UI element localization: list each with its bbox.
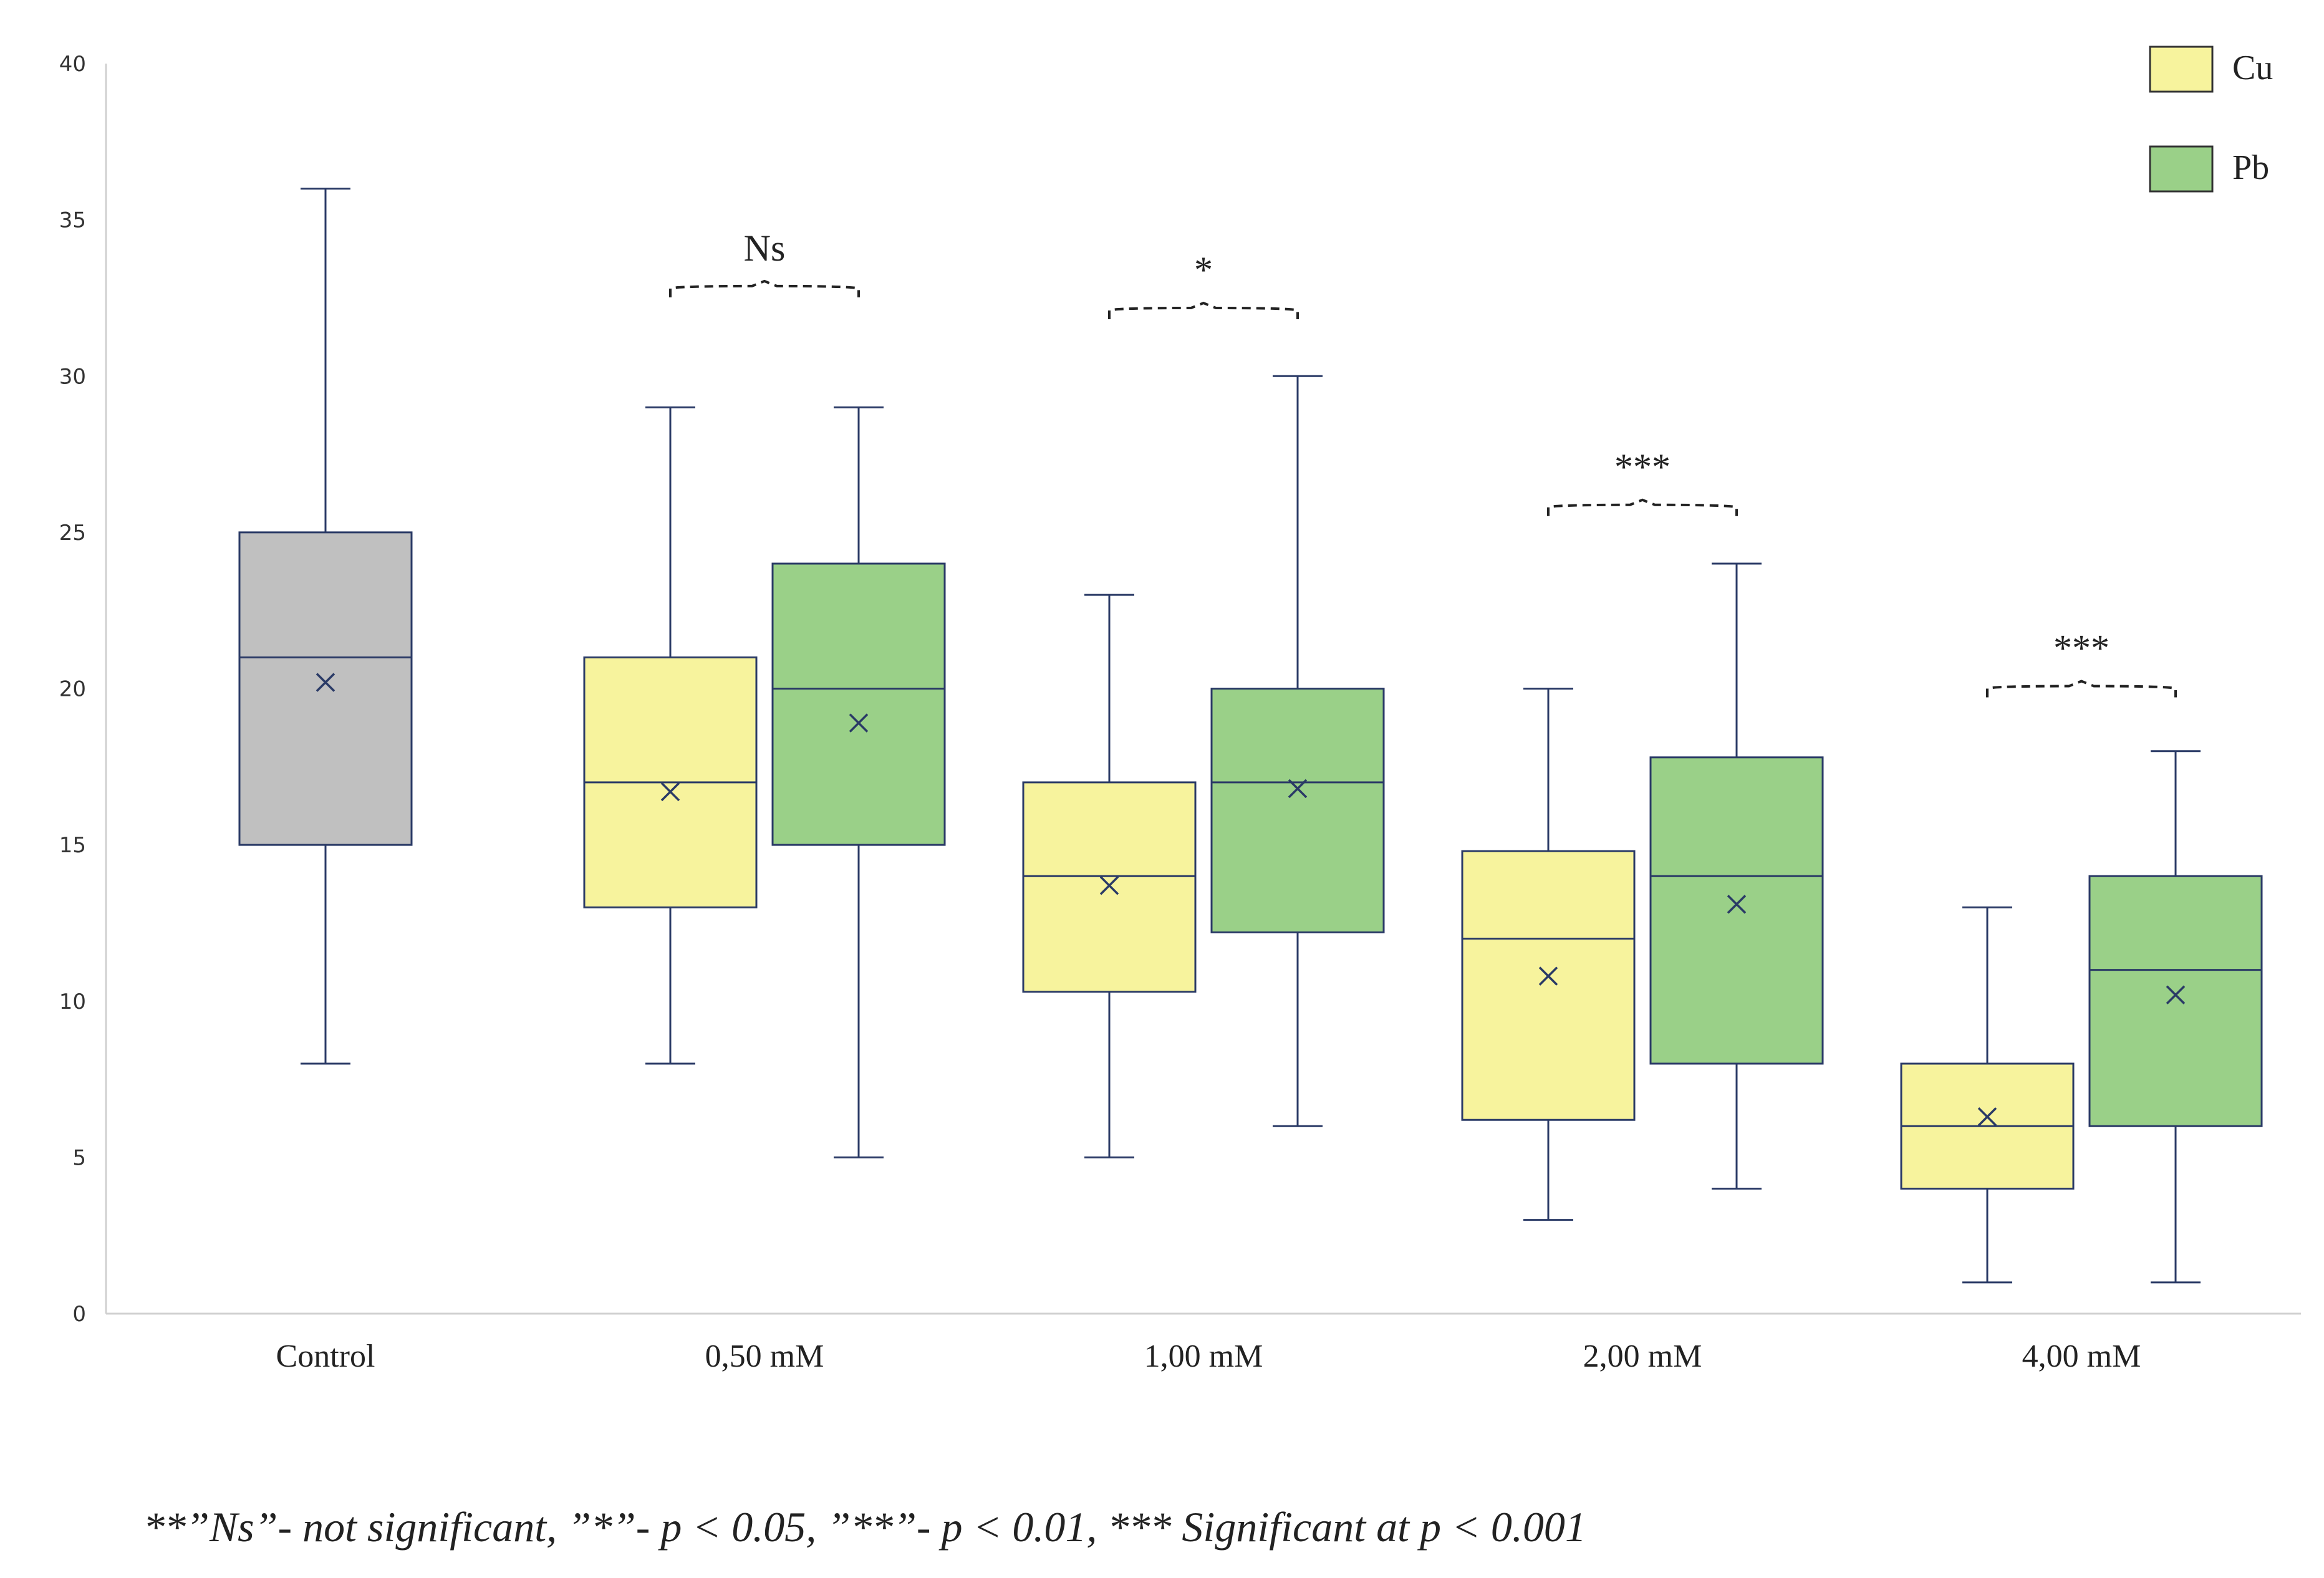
x-category-label: 2,00 mM — [1583, 1339, 1702, 1372]
footnote: **”Ns”- not significant, ”*”- p < 0.05, … — [143, 1503, 1586, 1551]
y-tick-label: 40 — [59, 52, 86, 77]
mean-marker — [849, 713, 869, 733]
legend-item-cu: Cu — [2149, 46, 2273, 93]
axes: 0 5 10 15 20 25 30 35 40 Control 0,50 mM 1,00 mM 2,0… — [59, 52, 2301, 1372]
boxes — [238, 188, 2263, 1284]
y-tick-label: 0 — [72, 1302, 86, 1327]
mean-marker — [1727, 895, 1747, 914]
x-category-label: 4,00 mM — [2022, 1339, 2141, 1372]
significance-bracket: *** — [1986, 628, 2177, 698]
x-category-label: 0,50 mM — [705, 1339, 824, 1372]
box-cu — [583, 406, 758, 1065]
box-control — [238, 188, 413, 1065]
box-cu — [1461, 688, 1636, 1221]
legend-label: Cu — [2232, 49, 2273, 87]
significance-label: *** — [2053, 628, 2109, 669]
bracket-line — [669, 279, 860, 297]
legend-item-pb: Pb — [2149, 145, 2269, 193]
box-iqr — [238, 531, 413, 846]
significance-label: Ns — [744, 228, 786, 269]
significance-bracket: * — [1108, 249, 1299, 319]
mean-marker — [316, 673, 335, 692]
x-category-label: 1,00 mM — [1144, 1339, 1263, 1372]
significance-label: * — [1194, 249, 1213, 291]
bracket-line — [1986, 680, 2177, 698]
x-category-label: Control — [276, 1339, 375, 1372]
y-tick-label: 25 — [59, 521, 86, 546]
significance-bracket: *** — [1547, 446, 1738, 516]
box-iqr — [1461, 850, 1636, 1121]
mean-marker — [1099, 876, 1119, 895]
legend: Cu Pb — [2149, 46, 2273, 193]
significance-bracket: Ns — [669, 228, 860, 297]
significance-label: *** — [1614, 446, 1671, 488]
box-iqr — [771, 562, 946, 846]
legend-swatch — [2149, 145, 2214, 193]
box-pb — [2088, 750, 2263, 1284]
box-pb — [1210, 375, 1385, 1127]
bracket-line — [1547, 498, 1738, 516]
box-pb — [771, 406, 946, 1158]
legend-label: Pb — [2232, 148, 2269, 187]
mean-marker — [2166, 985, 2186, 1004]
y-tick-label: 15 — [59, 833, 86, 858]
mean-marker — [1288, 779, 1308, 799]
y-tick-label: 5 — [72, 1145, 86, 1170]
bracket-line — [1108, 301, 1299, 319]
mean-marker — [1538, 966, 1558, 986]
mean-marker — [660, 782, 680, 802]
significance-annotations: Ns******* — [669, 228, 2177, 698]
y-tick-label: 10 — [59, 989, 86, 1014]
legend-swatch — [2149, 46, 2214, 93]
box-iqr — [1022, 781, 1197, 993]
y-tick-label: 30 — [59, 364, 86, 389]
box-iqr — [2088, 875, 2263, 1127]
box-pb — [1649, 562, 1824, 1190]
mean-marker — [1977, 1107, 1997, 1127]
box-cu — [1022, 594, 1197, 1158]
box-iqr — [1649, 756, 1824, 1065]
box-iqr — [1210, 688, 1385, 933]
y-tick-label: 35 — [59, 208, 86, 233]
y-tick-label: 20 — [59, 677, 86, 702]
box-cu — [1900, 906, 2075, 1284]
box-plot-chart: 0 5 10 15 20 25 30 35 40 Control 0,50 mM 1,00 mM 2,0… — [59, 46, 2301, 1372]
